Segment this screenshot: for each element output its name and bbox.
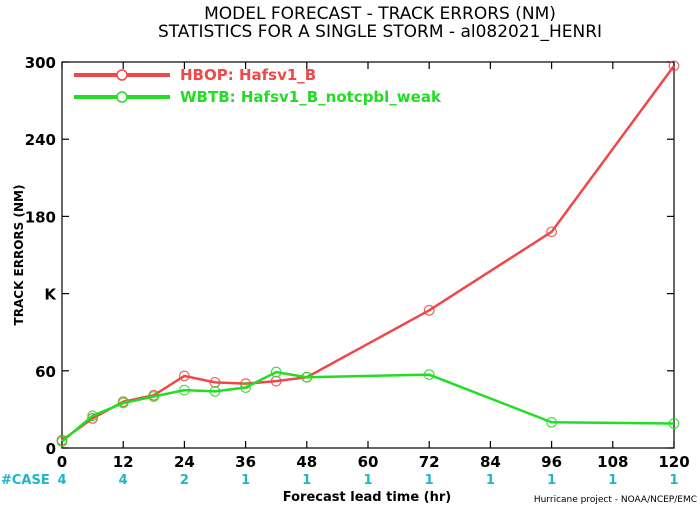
- series-line: [61, 370, 675, 443]
- x-tick-label: 60: [358, 453, 379, 471]
- data-point: [546, 416, 557, 428]
- data-point: [546, 226, 557, 238]
- y-tick-label: 300: [25, 54, 56, 72]
- credit-text: Hurricane project - NOAA/NCEP/EMC: [534, 495, 697, 505]
- data-point: [178, 384, 190, 396]
- data-point: [423, 304, 435, 316]
- data-point: [668, 60, 680, 72]
- chart-subtitle: STATISTICS FOR A SINGLE STORM - al082021…: [158, 22, 602, 42]
- data-point: [56, 436, 68, 447]
- case-count: 1: [363, 473, 372, 488]
- case-count: 1: [547, 473, 556, 488]
- x-tick-label: 12: [113, 453, 134, 471]
- data-point: [209, 385, 221, 397]
- case-count: 1: [486, 473, 495, 488]
- case-count: 1: [608, 473, 617, 488]
- series-1: [56, 366, 680, 447]
- data-point: [301, 371, 313, 383]
- case-count: 4: [119, 473, 128, 488]
- x-tick-label: 84: [480, 453, 501, 471]
- case-count: 2: [180, 473, 189, 488]
- case-count: 4: [57, 473, 66, 488]
- data-point: [423, 369, 435, 381]
- y-tick-label: 180: [25, 208, 56, 226]
- case-counts: #CASE 4 4 2 1 1 1 1 1 1 1 1: [1, 473, 679, 488]
- y-tick-label: 240: [25, 131, 56, 149]
- axes: 0 12 24 36 48 60 72 84 96 108 120 0 60 K 180 240 300: [25, 54, 690, 471]
- x-axis-label: Forecast lead time (hr): [283, 490, 451, 505]
- legend: HBOP: Hafsv1_B WBTB: Hafsv1_B_notcpbl_wea…: [74, 66, 442, 106]
- y-tick-label: K: [44, 286, 57, 304]
- legend-label: WBTB: Hafsv1_B_notcpbl_weak: [180, 88, 442, 106]
- x-tick-label: 72: [419, 453, 440, 471]
- case-count: 1: [425, 473, 434, 488]
- x-tick-label: 24: [174, 453, 195, 471]
- case-count: 1: [302, 473, 311, 488]
- data-point: [117, 397, 129, 409]
- data-point: [178, 370, 190, 382]
- y-axis-label: TRACK ERRORS (NM): [12, 185, 26, 326]
- x-tick-label: 96: [541, 453, 562, 471]
- x-tick-label: 48: [296, 453, 317, 471]
- case-count: 1: [241, 473, 250, 488]
- x-tick-label: 0: [57, 453, 67, 471]
- series-0: [56, 60, 680, 446]
- data-point: [668, 418, 680, 429]
- legend-marker: [116, 69, 128, 81]
- data-point: [240, 382, 252, 393]
- series-layer: [56, 60, 680, 447]
- data-point: [148, 391, 160, 402]
- y-tick-label: 0: [46, 440, 56, 458]
- x-tick-label: 120: [658, 453, 689, 471]
- y-tick-label: 60: [35, 363, 56, 381]
- x-tick-label: 36: [235, 453, 256, 471]
- x-tick-label: 108: [597, 453, 628, 471]
- case-caption: #CASE: [1, 473, 50, 488]
- data-point: [87, 410, 98, 422]
- legend-label: HBOP: Hafsv1_B: [180, 66, 316, 84]
- series-line: [61, 65, 676, 442]
- case-count: 1: [669, 473, 678, 488]
- legend-marker: [116, 91, 128, 103]
- chart-title: MODEL FORECAST - TRACK ERRORS (NM): [204, 4, 556, 24]
- data-point: [270, 366, 282, 378]
